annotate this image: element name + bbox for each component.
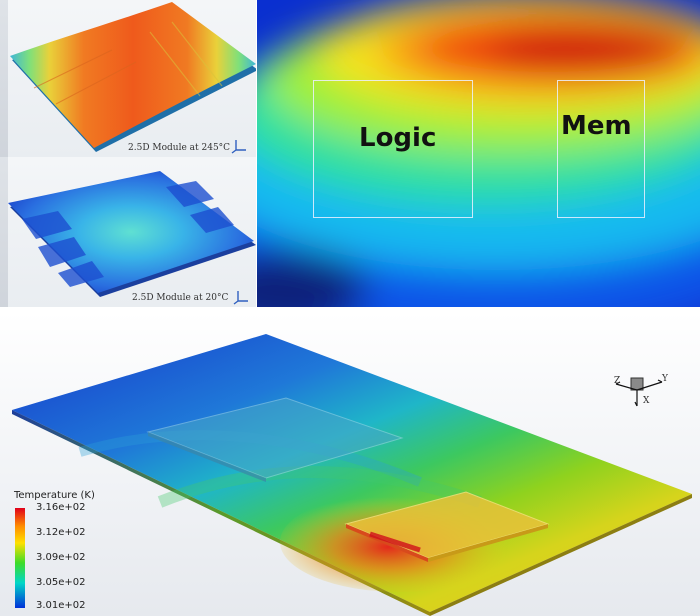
legend-title: Temperature (K) — [14, 490, 95, 501]
viewer-toolbar-strip — [0, 0, 8, 157]
warpage-hot-panel: 2.5D Module at 245°C — [0, 0, 256, 157]
temperature-simulation-panel: Z Y X — [0, 312, 700, 616]
warpage-hot-caption: 2.5D Module at 245°C — [128, 143, 231, 153]
axis-label-y: Y — [662, 374, 668, 384]
axis-triad-icon — [233, 291, 248, 305]
logic-die-outline — [313, 80, 473, 218]
legend-tick: 3.12e+02 — [36, 527, 86, 538]
viewer-toolbar-strip — [0, 157, 8, 307]
axis-triad-icon — [615, 377, 663, 407]
logic-label: Logic — [359, 123, 437, 153]
legend-tick: 3.01e+02 — [36, 600, 86, 611]
legend-tick: 3.09e+02 — [36, 552, 86, 563]
memory-label: Mem — [561, 111, 632, 141]
legend-tick: 3.16e+02 — [36, 502, 86, 513]
temperature-legend: Temperature (K) 3.16e+02 3.12e+02 3.09e+… — [8, 490, 128, 612]
axis-label-x: X — [643, 396, 650, 406]
legend-tick: 3.05e+02 — [36, 577, 86, 588]
thermal-heatmap-panel: Logic Mem — [257, 0, 700, 307]
warped-module-hot-render — [10, 2, 256, 152]
legend-color-bar — [15, 508, 25, 608]
axis-triad-icon — [231, 140, 246, 154]
thermal-heatmap — [257, 0, 700, 307]
package-temperature-render — [12, 334, 692, 616]
memory-die-outline — [557, 80, 645, 218]
module-cold-render — [8, 171, 256, 297]
warpage-cold-caption: 2.5D Module at 20°C — [132, 293, 229, 303]
warpage-cold-panel: 2.5D Module at 20°C — [0, 157, 256, 307]
axis-label-z: Z — [614, 376, 621, 386]
